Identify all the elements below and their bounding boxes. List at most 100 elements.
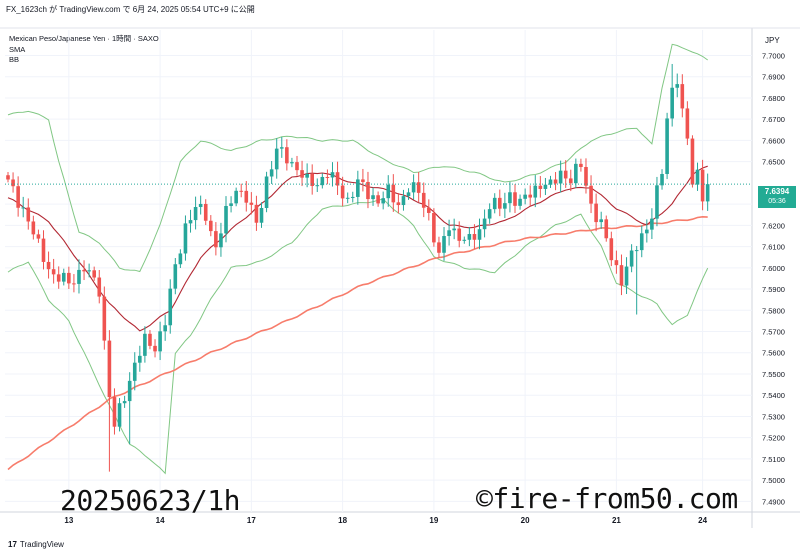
candle-body	[143, 333, 147, 356]
y-tick-label: 7.5200	[762, 434, 785, 443]
candle-body	[224, 205, 228, 234]
y-tick-label: 7.5500	[762, 370, 785, 379]
candle-body	[685, 108, 690, 139]
bb-indicator-label[interactable]: BB	[9, 55, 20, 64]
candle-body	[660, 173, 664, 186]
x-tick-label: 14	[156, 516, 165, 525]
candle-body	[214, 231, 218, 248]
candle-body	[574, 163, 578, 184]
candle-body	[376, 195, 380, 204]
candle-body	[609, 238, 614, 261]
candle-body	[82, 269, 86, 272]
candle-body	[503, 203, 507, 209]
candle-body	[219, 233, 223, 248]
candle-body	[533, 185, 538, 198]
x-tick-label: 13	[64, 516, 73, 525]
candle-body	[416, 182, 421, 193]
candle-body	[325, 176, 330, 178]
y-tick-label: 7.5700	[762, 328, 785, 337]
y-tick-label: 7.6700	[762, 115, 785, 124]
candle-body	[259, 207, 264, 223]
candle-body	[624, 266, 629, 286]
x-tick-label: 19	[429, 516, 438, 525]
candle-body	[472, 234, 477, 240]
candle-body	[229, 203, 233, 206]
candle-body	[700, 169, 705, 202]
candle-body	[11, 179, 15, 187]
tradingview-brand: TradingView	[19, 540, 64, 549]
candle-body	[330, 172, 335, 178]
candle-body	[274, 148, 279, 170]
candle-body	[528, 194, 533, 198]
candle-body	[138, 355, 142, 363]
candle-body	[442, 236, 446, 253]
candle-body	[300, 170, 304, 178]
candle-body	[269, 169, 274, 177]
candle-body	[538, 185, 543, 189]
candle-body	[132, 362, 137, 381]
candle-body	[107, 340, 112, 398]
candle-body	[421, 192, 426, 208]
candle-body	[543, 184, 548, 189]
candle-body	[168, 288, 173, 326]
candle-body	[41, 238, 46, 262]
candle-body	[705, 184, 710, 202]
candle-body	[117, 403, 122, 427]
candle-body	[523, 194, 527, 199]
candle-body	[127, 380, 132, 402]
candle-body	[305, 173, 309, 178]
candle-body	[188, 220, 193, 224]
candle-body	[665, 118, 669, 174]
candle-body	[513, 192, 517, 206]
candle-body	[31, 221, 36, 235]
candle-body	[203, 203, 208, 221]
candle-body	[87, 270, 91, 272]
candle-body	[655, 185, 659, 219]
candle-body	[279, 147, 284, 149]
candle-body	[629, 250, 634, 267]
candle-body	[690, 138, 695, 185]
symbol-title[interactable]: Mexican Peso/Japanese Yen · 1時間 · SAXO	[9, 34, 159, 43]
candle-body	[371, 195, 375, 200]
candle-body	[447, 230, 451, 237]
candle-body	[345, 197, 350, 199]
x-tick-label: 17	[247, 516, 256, 525]
candle-body	[604, 219, 609, 239]
candle-body	[77, 269, 81, 284]
candle-body	[51, 269, 56, 275]
candle-body	[61, 272, 66, 282]
candle-body	[36, 234, 41, 239]
candle-body	[234, 190, 238, 204]
candle-body	[361, 179, 365, 182]
candle-body	[391, 184, 396, 203]
candle-body	[26, 207, 31, 222]
sma-indicator-label[interactable]: SMA	[9, 44, 26, 54]
candle-body	[381, 198, 385, 204]
candle-body	[335, 172, 340, 186]
candle-body	[406, 192, 411, 197]
candle-body	[320, 176, 325, 186]
candle-body	[209, 220, 213, 232]
candle-body	[619, 265, 624, 286]
y-tick-label: 7.7000	[762, 51, 785, 60]
candle-body	[6, 175, 10, 180]
y-tick-label: 7.6100	[762, 243, 785, 252]
candle-body	[467, 234, 472, 240]
y-tick-label: 7.6900	[762, 73, 785, 82]
candle-body	[310, 173, 314, 186]
x-tick-label: 18	[338, 516, 347, 525]
candle-body	[350, 196, 355, 198]
candle-body	[46, 261, 51, 270]
candle-body	[249, 202, 254, 205]
candle-body	[244, 190, 249, 203]
candle-body	[680, 84, 685, 109]
y-tick-label: 7.5300	[762, 412, 785, 421]
candle-body	[173, 264, 178, 289]
candle-body	[198, 203, 203, 208]
y-tick-label: 7.5400	[762, 391, 785, 400]
candle-body	[163, 325, 167, 332]
last-price-badge: 7.6394 05:36	[758, 186, 796, 208]
candle-body	[112, 397, 117, 427]
candle-body	[92, 270, 96, 278]
